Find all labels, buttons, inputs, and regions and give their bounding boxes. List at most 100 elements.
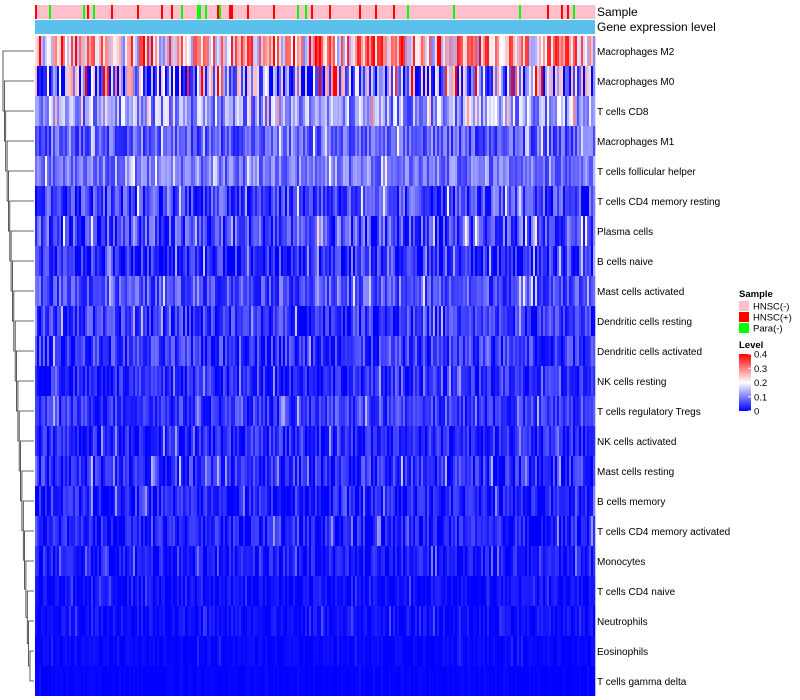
heatmap-cell <box>187 456 190 486</box>
heatmap-cell <box>587 486 590 516</box>
heatmap-cell <box>455 456 458 486</box>
heatmap-cell <box>567 96 570 126</box>
heatmap-cell <box>223 66 226 96</box>
heatmap-cell <box>77 126 80 156</box>
heatmap-cell <box>143 306 146 336</box>
heatmap-cell <box>431 246 434 276</box>
heatmap-cell <box>249 486 252 516</box>
heatmap-cell <box>99 336 102 366</box>
heatmap-cell <box>591 36 594 66</box>
heatmap-cell <box>585 246 588 276</box>
sample-annotation-cell <box>397 5 400 19</box>
heatmap-cell <box>41 66 44 96</box>
heatmap-cell <box>529 366 532 396</box>
heatmap-cell <box>269 516 272 546</box>
heatmap-cell <box>397 456 400 486</box>
heatmap-cell <box>593 336 596 366</box>
heatmap-cell <box>329 96 332 126</box>
heatmap-cell <box>533 276 536 306</box>
heatmap-cell <box>219 96 222 126</box>
heatmap-cell <box>365 516 368 546</box>
heatmap-cell <box>361 366 364 396</box>
heatmap-cell <box>309 246 312 276</box>
heatmap-cell <box>245 486 248 516</box>
heatmap-cell <box>277 66 280 96</box>
heatmap-cell <box>455 126 458 156</box>
sample-annotation-cell <box>441 5 444 19</box>
heatmap-cell <box>467 126 470 156</box>
heatmap-cell <box>63 66 66 96</box>
heatmap-cell <box>197 306 200 336</box>
heatmap-cell <box>193 96 196 126</box>
heatmap-cell <box>303 216 306 246</box>
heatmap-cell <box>443 156 446 186</box>
heatmap-cell <box>235 306 238 336</box>
heatmap-cell <box>307 36 310 66</box>
heatmap-cell <box>593 186 596 216</box>
heatmap-cell <box>163 366 166 396</box>
heatmap-cell <box>321 336 324 366</box>
heatmap-cell <box>339 366 342 396</box>
heatmap-cell <box>203 36 206 66</box>
heatmap-cell <box>545 126 548 156</box>
heatmap-cell <box>465 366 468 396</box>
heatmap-cell <box>369 36 372 66</box>
heatmap-cell <box>533 126 536 156</box>
heatmap-cell <box>203 336 206 366</box>
heatmap-cell <box>387 396 390 426</box>
heatmap-cell <box>579 396 582 426</box>
heatmap-cell <box>327 216 330 246</box>
heatmap-cell <box>407 516 410 546</box>
heatmap-cell <box>529 306 532 336</box>
sample-annotation-cell <box>423 5 426 19</box>
heatmap-cell <box>443 126 446 156</box>
heatmap-cell <box>297 66 300 96</box>
sample-annotation-cell <box>593 5 596 19</box>
heatmap-cell <box>255 456 258 486</box>
heatmap-cell <box>479 96 482 126</box>
heatmap-cell <box>589 276 592 306</box>
heatmap-cell <box>371 186 374 216</box>
heatmap-cell <box>313 486 316 516</box>
heatmap-cell <box>409 246 412 276</box>
heatmap-cell <box>341 66 344 96</box>
heatmap-cell <box>503 306 506 336</box>
heatmap-cell <box>435 96 438 126</box>
heatmap-cell <box>545 156 548 186</box>
heatmap-cell <box>351 486 354 516</box>
sample-annotation-cell <box>347 5 350 19</box>
heatmap-cell <box>111 186 114 216</box>
heatmap-cell <box>201 96 204 126</box>
heatmap-cell <box>283 306 286 336</box>
heatmap-cell <box>237 186 240 216</box>
heatmap-cell <box>559 156 562 186</box>
heatmap-cell <box>477 276 480 306</box>
heatmap-cell <box>535 276 538 306</box>
sample-annotation-cell <box>429 5 432 19</box>
heatmap-cell <box>65 36 68 66</box>
heatmap-cell <box>279 126 282 156</box>
heatmap-cell <box>113 246 116 276</box>
heatmap-cell <box>509 456 512 486</box>
heatmap-cell <box>591 156 594 186</box>
heatmap-cell <box>83 456 86 486</box>
heatmap-cell <box>467 186 470 216</box>
heatmap-cell <box>505 426 508 456</box>
heatmap-cell <box>187 426 190 456</box>
heatmap-cell <box>429 396 432 426</box>
heatmap-cell <box>169 186 172 216</box>
heatmap-cell <box>347 336 350 366</box>
heatmap-cell <box>217 246 220 276</box>
heatmap-cell <box>283 426 286 456</box>
heatmap-cell <box>497 156 500 186</box>
heatmap-cell <box>93 246 96 276</box>
heatmap-cell <box>483 36 486 66</box>
heatmap-cell <box>401 276 404 306</box>
heatmap-cell <box>255 336 258 366</box>
sample-annotation-cell <box>67 5 70 19</box>
heatmap-cell <box>45 336 48 366</box>
heatmap-cell <box>553 366 556 396</box>
heatmap-cell <box>211 156 214 186</box>
heatmap-cell <box>159 456 162 486</box>
heatmap-cell <box>193 156 196 186</box>
